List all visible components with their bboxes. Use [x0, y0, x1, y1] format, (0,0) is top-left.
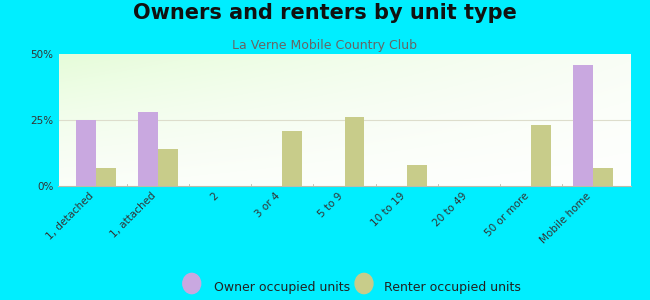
Ellipse shape	[183, 273, 201, 294]
Bar	[531, 125, 551, 186]
Bar	[96, 167, 116, 186]
Bar	[138, 112, 158, 186]
Bar	[282, 130, 302, 186]
Bar	[407, 165, 426, 186]
Bar	[76, 120, 96, 186]
Bar	[344, 117, 365, 186]
Ellipse shape	[355, 273, 373, 294]
Bar	[593, 167, 613, 186]
Text: Owners and renters by unit type: Owners and renters by unit type	[133, 3, 517, 23]
Text: Owner occupied units: Owner occupied units	[214, 281, 350, 295]
Bar	[158, 149, 178, 186]
Text: Renter occupied units: Renter occupied units	[384, 281, 521, 295]
Text: La Verne Mobile Country Club: La Verne Mobile Country Club	[233, 39, 417, 52]
Bar	[573, 64, 593, 186]
